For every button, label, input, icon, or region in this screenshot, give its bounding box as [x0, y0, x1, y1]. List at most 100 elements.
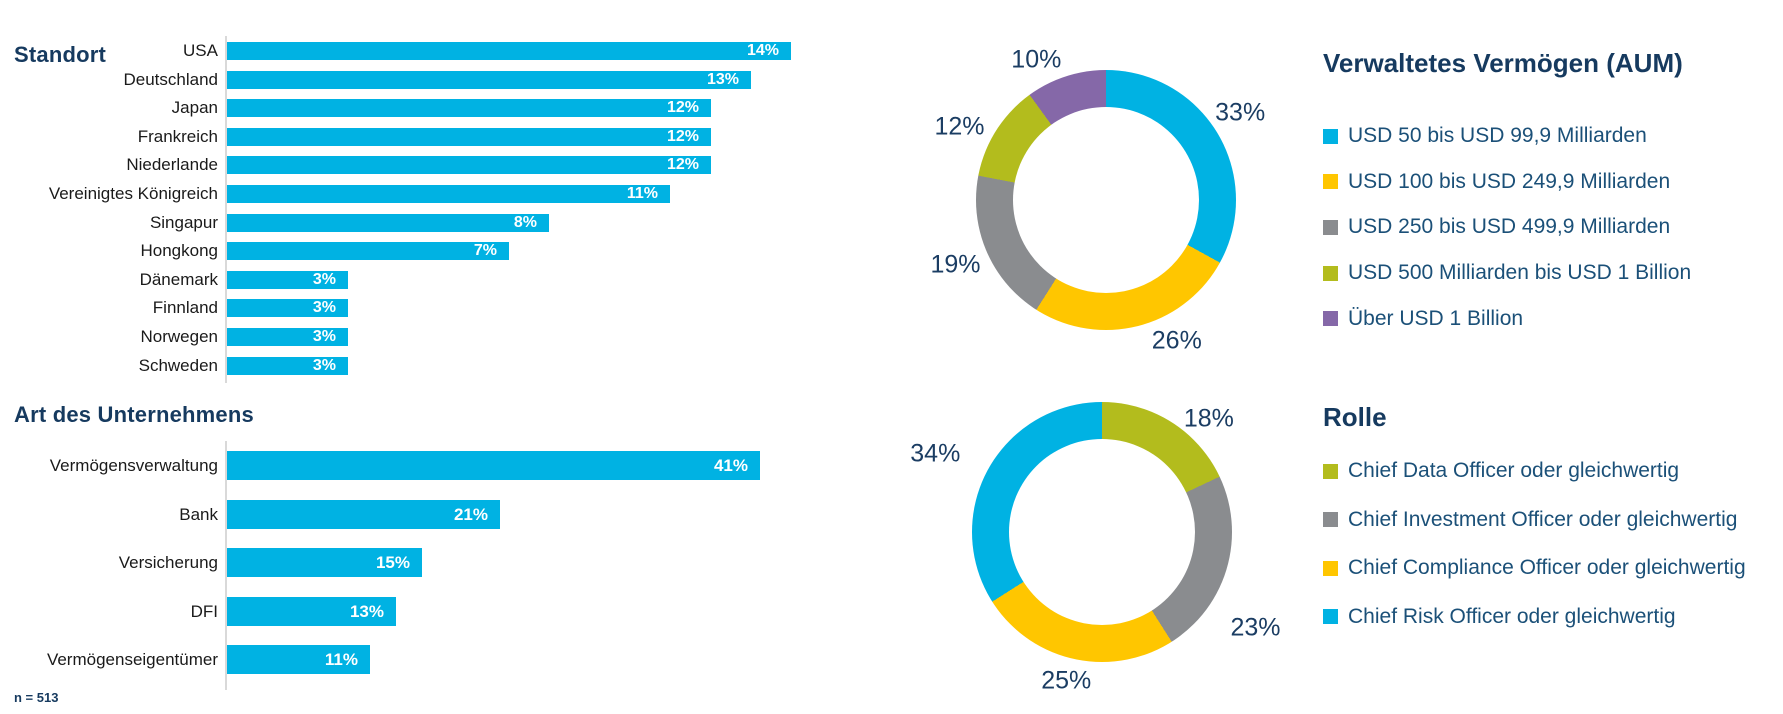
bar: 3%: [227, 270, 348, 289]
legend-label: USD 50 bis USD 99,9 Milliarden: [1348, 124, 1647, 147]
bar: 8%: [227, 213, 549, 232]
bar-category-label: Singapur: [149, 212, 218, 232]
bar-category-label: Vereinigtes Königreich: [48, 184, 218, 203]
bar-category-label: DFI: [190, 601, 218, 621]
aum-donut-chart: [976, 70, 1236, 330]
bar-value-label: 3%: [312, 328, 336, 345]
bar: 21%: [227, 499, 500, 529]
bar-category-label: Vermögensverwaltung: [49, 456, 218, 475]
bar-value-label: 8%: [513, 213, 537, 231]
donut-slice-label: 23%: [1230, 613, 1281, 642]
bar: 12%: [227, 156, 711, 175]
legend-item: USD 500 Milliarden bis USD 1 Billion: [1323, 261, 1691, 285]
bar-value-label: 12%: [666, 127, 699, 145]
bar-value-label: 3%: [312, 299, 336, 317]
legend-item: Chief Compliance Officer oder gleichwert…: [1323, 556, 1746, 580]
bar: 13%: [227, 70, 751, 89]
legend-swatch: [1323, 174, 1338, 190]
legend-item: USD 50 bis USD 99,9 Milliarden: [1323, 124, 1647, 148]
bar-category-label: Bank: [179, 504, 218, 524]
bar: 13%: [227, 596, 396, 626]
bar: 3%: [227, 356, 348, 375]
legend-swatch: [1323, 219, 1338, 235]
standort-chart-title: Standort: [14, 42, 107, 67]
donut-slice-label: 34%: [910, 439, 961, 468]
legend-label: USD 100 bis USD 249,9 Milliarden: [1348, 169, 1671, 193]
donut-slice-label: 33%: [1215, 98, 1266, 127]
bar-value-label: 13%: [349, 601, 384, 621]
bar: 7%: [227, 242, 509, 261]
donut-hole: [1009, 439, 1195, 625]
aum-legend-title: Verwaltetes Vermögen (AUM): [1323, 48, 1683, 78]
bar-value-label: 3%: [312, 356, 336, 374]
legend-label: USD 500 Milliarden bis USD 1 Billion: [1348, 261, 1692, 285]
donut-slice-label: 12%: [934, 112, 985, 141]
bar-category-label: Versicherung: [118, 553, 218, 572]
legend-label: Über USD 1 Billion: [1348, 306, 1524, 330]
donut-slice-label: 18%: [1183, 404, 1234, 433]
donut-slice-label: 10%: [1011, 45, 1062, 74]
legend-item: Chief Investment Officer oder gleichwert…: [1323, 508, 1737, 532]
bar: 3%: [227, 299, 348, 318]
legend-swatch: [1323, 512, 1338, 528]
donut-hole: [1013, 107, 1199, 293]
aum-legend: Verwaltetes Vermögen (AUM) USD 50 bis US…: [1323, 48, 1783, 368]
legend-swatch: [1323, 311, 1338, 327]
bar-value-label: 12%: [666, 99, 699, 117]
legend-item: Über USD 1 Billion: [1323, 307, 1523, 331]
legend-label: Chief Risk Officer oder gleichwertig: [1348, 604, 1676, 628]
legend-swatch: [1323, 463, 1338, 479]
bar: 12%: [227, 127, 711, 146]
bar-value-label: 3%: [312, 270, 336, 288]
bar-value-label: 14%: [746, 42, 779, 59]
legend-item: Chief Data Officer oder gleichwertig: [1323, 459, 1679, 483]
bar: 12%: [227, 99, 711, 118]
donut-slice-label: 26%: [1151, 326, 1202, 355]
donut-slice-label: 25%: [1041, 666, 1092, 695]
bar-value-label: 12%: [666, 156, 699, 174]
bar: 41%: [227, 451, 760, 480]
legend-swatch: [1323, 128, 1338, 144]
bar-category-label: Japan: [171, 98, 218, 118]
bar-category-label: Frankreich: [137, 126, 218, 146]
bar-value-label: 13%: [706, 70, 739, 88]
bar-category-label: Dänemark: [139, 269, 218, 289]
bar-value-label: 11%: [626, 185, 658, 202]
rolle-donut-chart: [972, 402, 1232, 662]
legend-label: Chief Data Officer oder gleichwertig: [1348, 459, 1680, 482]
legend-item: USD 250 bis USD 499,9 Milliarden: [1323, 215, 1670, 239]
bar: 3%: [227, 328, 348, 346]
sample-size-label: n = 513: [14, 690, 59, 705]
bar-value-label: 41%: [713, 456, 748, 475]
bar-value-label: 15%: [375, 553, 410, 572]
art-des-unternehmens-chart-title: Art des Unternehmens: [14, 402, 254, 427]
bar: 14%: [227, 42, 791, 60]
legend-item: USD 100 bis USD 249,9 Milliarden: [1323, 170, 1670, 194]
legend-swatch: [1323, 609, 1338, 625]
standort-axis-line: [225, 36, 227, 383]
bar-category-label: Deutschland: [123, 69, 218, 89]
legend-swatch: [1323, 265, 1338, 281]
bar-category-label: Norwegen: [140, 327, 219, 346]
bar-category-label: Niederlande: [126, 155, 218, 175]
legend-label: USD 250 bis USD 499,9 Milliarden: [1348, 215, 1671, 239]
bar: 11%: [227, 645, 370, 674]
legend-item: Chief Risk Officer oder gleichwertig: [1323, 605, 1676, 629]
bar: 11%: [227, 185, 670, 203]
bar-category-label: Schweden: [138, 355, 218, 375]
bar-value-label: 21%: [453, 504, 488, 524]
rolle-legend: Rolle Chief Data Officer oder gleichwert…: [1323, 402, 1783, 714]
bar-category-label: USA: [183, 41, 218, 60]
legend-label: Chief Investment Officer oder gleichwert…: [1348, 507, 1738, 531]
legend-swatch: [1323, 560, 1338, 576]
legend-label: Chief Compliance Officer oder gleichwert…: [1348, 556, 1746, 580]
bar-category-label: Vermögenseigentümer: [46, 650, 218, 669]
rolle-legend-title: Rolle: [1323, 402, 1387, 432]
bar: 15%: [227, 548, 422, 577]
donut-slice-label: 19%: [930, 250, 981, 279]
bar-category-label: Hongkong: [140, 241, 218, 261]
bar-category-label: Finnland: [152, 298, 218, 318]
art-des-unternehmens-axis-line: [225, 441, 227, 690]
bar-value-label: 11%: [324, 650, 358, 669]
